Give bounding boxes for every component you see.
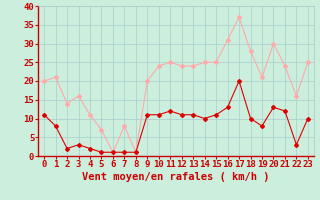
X-axis label: Vent moyen/en rafales ( km/h ): Vent moyen/en rafales ( km/h ) (82, 172, 270, 182)
